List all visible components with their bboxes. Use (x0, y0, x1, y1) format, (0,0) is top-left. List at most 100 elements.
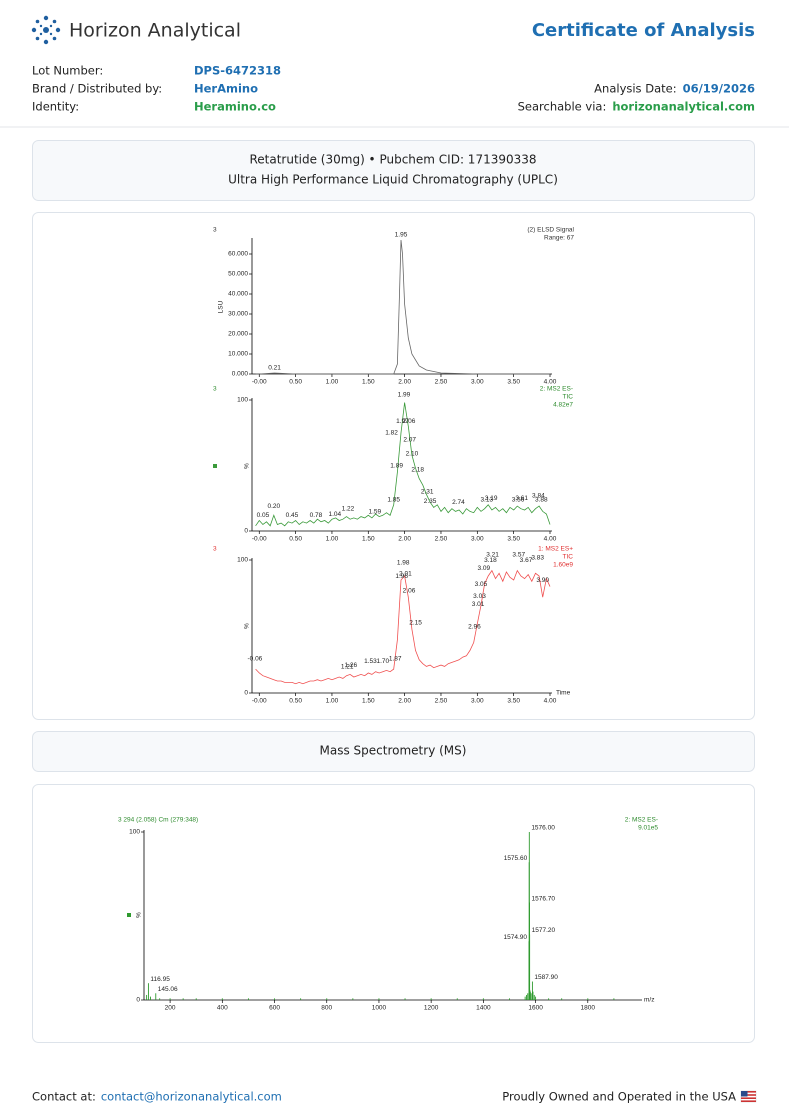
section-box (32, 731, 755, 772)
x-tick-label: 1.50 (362, 379, 375, 386)
peak-label: 1.97 (396, 418, 409, 425)
peak-label: 0.45 (286, 512, 299, 519)
trace-legend: 1: MS2 ES+ (538, 546, 573, 553)
trace-legend: 2: MS2 ES- (625, 817, 658, 824)
info-value: horizonanalytical.com (612, 100, 755, 114)
x-tick-label: 2.50 (435, 698, 448, 705)
x-axis-label: Time (556, 690, 571, 697)
corner-label: 3 (213, 546, 217, 553)
footer-email[interactable]: contact@horizonanalytical.com (101, 1090, 282, 1104)
info-label: Analysis Date: (594, 82, 676, 96)
peak-label: 1.82 (385, 430, 398, 437)
x-tick-label: 3.00 (471, 536, 484, 543)
peak-label: 1.70 (377, 658, 390, 665)
peak-label: 3.13 (480, 497, 493, 504)
doc-title: Certificate of Analysis (532, 20, 755, 41)
x-tick-label: 1.50 (362, 536, 375, 543)
chart-panel (32, 212, 755, 720)
peak-label: 3.61 (515, 495, 528, 502)
y-tick-label: 0 (244, 690, 248, 697)
peak-label: 3.83 (531, 554, 544, 561)
peak-label: 3.21 (486, 552, 499, 559)
peak-label: 2.15 (409, 620, 422, 627)
peak-label: 1.95 (395, 232, 408, 239)
peak-label: 3.05 (475, 581, 488, 588)
peak-label: 1.21 (341, 663, 354, 670)
x-tick-label: 600 (269, 1005, 280, 1012)
peak-label: 1587.90 (534, 974, 558, 981)
info-value: DPS-6472318 (194, 64, 281, 78)
x-tick-label: 4.00 (544, 698, 557, 705)
trace-legend: (2) ELSD Signal (527, 227, 574, 234)
y-tick-label: 40.000 (228, 291, 248, 298)
chart-panel (32, 784, 755, 1043)
info-label: Lot Number: (32, 64, 103, 78)
corner-label: 3 (213, 386, 217, 393)
peak-label: 1.89 (390, 462, 403, 469)
footer-label: Contact at: (32, 1090, 96, 1104)
x-tick-label: 1.00 (326, 379, 339, 386)
peak-label: 1.99 (398, 392, 411, 399)
peak-label: 1576.70 (531, 895, 555, 902)
logo (31, 15, 61, 45)
peak-label: 3.90 (536, 577, 549, 584)
y-axis-label: LSU (218, 300, 225, 313)
peak-label: 2.01 (399, 570, 412, 577)
y-tick-label: 100 (129, 829, 140, 836)
peak-label: -0.06 (247, 655, 262, 662)
trace-legend: 4.82e7 (553, 402, 573, 409)
y-tick-label: 100 (237, 557, 248, 564)
peak-label: 3.18 (484, 557, 497, 564)
x-tick-label: 3.50 (507, 698, 520, 705)
info-value: 06/19/2026 (683, 82, 755, 96)
trace-marker (127, 913, 131, 917)
section-text: Retatrutide (30mg) • Pubchem CID: 171390… (249, 153, 536, 167)
peak-label: 3.67 (520, 557, 533, 564)
peak-label: 1.96 (395, 573, 408, 580)
x-tick-label: 2.00 (398, 698, 411, 705)
info-value: HerAmino (194, 82, 258, 96)
x-tick-label: 3.50 (507, 379, 520, 386)
y-tick-label: 50.000 (228, 271, 248, 278)
info-label: Brand / Distributed by: (32, 82, 162, 96)
peak-label: 1.85 (387, 497, 400, 504)
trace-legend: TIC (563, 554, 574, 561)
peak-label: 1576.00 (531, 825, 555, 832)
peak-label: 1.98 (397, 560, 410, 567)
trace-marker (213, 464, 217, 468)
footer-note: Proudly Owned and Operated in the USA (502, 1090, 736, 1104)
y-axis-label: % (244, 623, 251, 629)
peak-label: 3.57 (512, 552, 525, 559)
peak-label: 2.07 (403, 436, 416, 443)
peak-label: 1.59 (369, 508, 382, 515)
y-tick-label: 0 (244, 528, 248, 535)
peak-label: 3.88 (535, 497, 548, 504)
y-tick-label: 60.000 (228, 251, 248, 258)
info-label: Identity: (32, 100, 79, 114)
x-tick-label: 2.50 (435, 536, 448, 543)
y-tick-label: 30.000 (228, 311, 248, 318)
x-tick-label: 4.00 (544, 536, 557, 543)
brand: Horizon Analytical (69, 20, 241, 42)
peak-label: 1577.20 (532, 927, 556, 934)
peak-label: 2.10 (406, 451, 419, 458)
peak-label: 2.06 (403, 588, 416, 595)
x-tick-label: 1600 (528, 1005, 543, 1012)
peak-label: 3.01 (472, 601, 485, 608)
peak-label: 1574.90 (504, 934, 528, 941)
peak-label: 145.06 (158, 986, 178, 993)
trace-legend: Range: 67 (544, 235, 574, 242)
peak-label: 3.56 (512, 497, 525, 504)
peak-label: 116.95 (150, 976, 170, 983)
trace-legend: 1.60e9 (553, 562, 573, 569)
y-tick-label: 10.000 (228, 351, 248, 358)
x-tick-label: 3.00 (471, 379, 484, 386)
x-tick-label: 1000 (372, 1005, 387, 1012)
peak-label: 2.74 (452, 499, 465, 506)
x-tick-label: 2.00 (398, 379, 411, 386)
section-box (32, 140, 755, 201)
peak-label: 1.87 (389, 655, 402, 662)
peak-label: 2.31 (421, 489, 434, 496)
us-flag (740, 1090, 757, 1103)
